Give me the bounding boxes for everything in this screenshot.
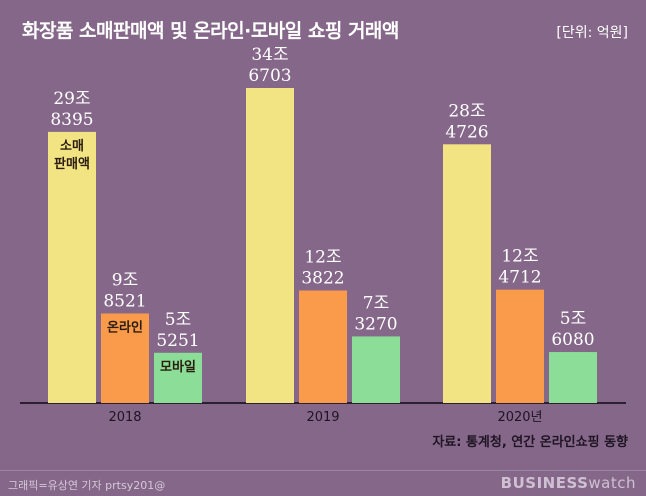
bar-mobile-2018 (154, 352, 202, 403)
brand-logo: BUSINESSwatch (501, 474, 636, 492)
series-tag-mobile: 모바일 (160, 359, 196, 375)
bar-retail-2019 (246, 87, 294, 404)
value-label-mobile-2020년: 5조 (560, 309, 586, 329)
value-label-online-2018: 8521 (103, 291, 146, 311)
unit-label: [단위: 억원] (556, 25, 628, 41)
value-label-retail-2018: 29조 (53, 89, 90, 109)
value-label-online-2020년: 12조 (501, 247, 538, 267)
bar-retail-2018 (48, 131, 96, 403)
value-label-retail-2019: 34조 (251, 45, 288, 65)
bar-online-2018 (101, 313, 149, 403)
brand-light: watch (588, 474, 636, 492)
bar-retail-2020년 (443, 144, 491, 403)
credit-text: 그래픽=유상연 기자 prtsy201@ (8, 479, 166, 492)
value-label-mobile-2018: 5조 (165, 310, 191, 330)
value-label-online-2019: 3822 (301, 268, 344, 288)
footer: 그래픽=유상연 기자 prtsy201@ BUSINESSwatch (0, 470, 646, 496)
value-label-retail-2020년: 4726 (445, 122, 488, 142)
value-label-online-2018: 9조 (112, 270, 138, 290)
value-label-mobile-2018: 5251 (156, 331, 199, 351)
source-note: 자료: 통계청, 연간 온라인쇼핑 동향 (432, 435, 628, 450)
value-label-retail-2020년: 28조 (448, 101, 485, 121)
value-label-mobile-2020년: 6080 (551, 330, 594, 350)
x-tick-label: 2020년 (497, 410, 542, 425)
x-tick-label: 2018 (108, 410, 141, 425)
brand-bold: BUSINESS (500, 474, 589, 492)
chart-title: 화장품 소매판매액 및 온라인·모바일 쇼핑 거래액 (22, 20, 399, 42)
bar-online-2019 (299, 290, 347, 403)
value-label-online-2019: 12조 (304, 247, 341, 267)
value-label-retail-2019: 6703 (248, 66, 291, 86)
series-tag-retail: 판매액 (54, 156, 90, 172)
value-label-retail-2018: 8395 (50, 110, 93, 130)
bar-mobile-2019 (352, 336, 400, 403)
series-tag-online: 온라인 (107, 319, 143, 335)
bar-mobile-2020년 (549, 352, 597, 403)
bar-online-2020년 (496, 289, 544, 403)
value-label-mobile-2019: 3270 (354, 314, 397, 334)
series-tag-retail: 소매 (60, 139, 84, 154)
value-label-mobile-2019: 7조 (363, 293, 389, 313)
value-label-online-2020년: 4712 (498, 268, 541, 288)
x-tick-label: 2019 (306, 410, 339, 425)
